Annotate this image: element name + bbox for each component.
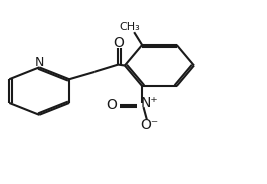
Text: N⁺: N⁺ xyxy=(141,96,158,110)
Text: CH₃: CH₃ xyxy=(120,22,141,32)
Text: O: O xyxy=(113,36,124,50)
Text: O: O xyxy=(107,98,117,112)
Text: N: N xyxy=(34,56,44,69)
Text: O⁻: O⁻ xyxy=(140,118,158,132)
